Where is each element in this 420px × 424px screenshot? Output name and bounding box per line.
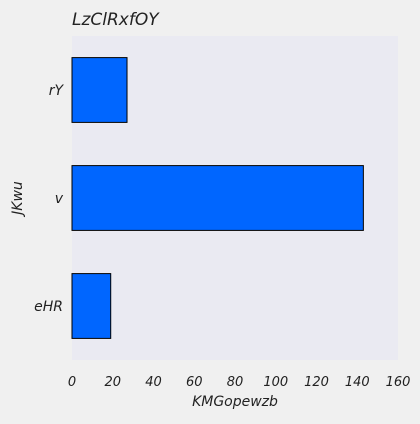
y-tick-label: eHR (34, 299, 63, 315)
x-tick-labels: 0 20 40 60 80 100 120 140 160 (68, 375, 411, 390)
y-tick-labels: rY v eHR (34, 83, 64, 315)
y-tick-label: v (55, 191, 64, 207)
x-tick-label: 100 (263, 375, 288, 390)
x-tick-label: 60 (186, 375, 203, 390)
x-axis-label: KMGopewzb (192, 394, 278, 410)
chart-title: LzClRxfOY (72, 10, 160, 30)
bar-eHR (71, 273, 112, 339)
x-tick-label: 120 (304, 375, 329, 390)
y-tick-label: rY (49, 83, 65, 99)
x-tick-label: 80 (227, 375, 244, 390)
bars (71, 57, 364, 339)
y-axis-label: JKwu (10, 181, 26, 218)
x-tick-label: 140 (345, 375, 370, 390)
bar-rY (71, 57, 128, 123)
x-tick-label: 40 (145, 375, 162, 390)
x-tick-label: 160 (386, 375, 411, 390)
x-tick-label: 0 (68, 375, 76, 390)
bar-v (71, 165, 364, 231)
x-tick-label: 20 (104, 375, 121, 390)
